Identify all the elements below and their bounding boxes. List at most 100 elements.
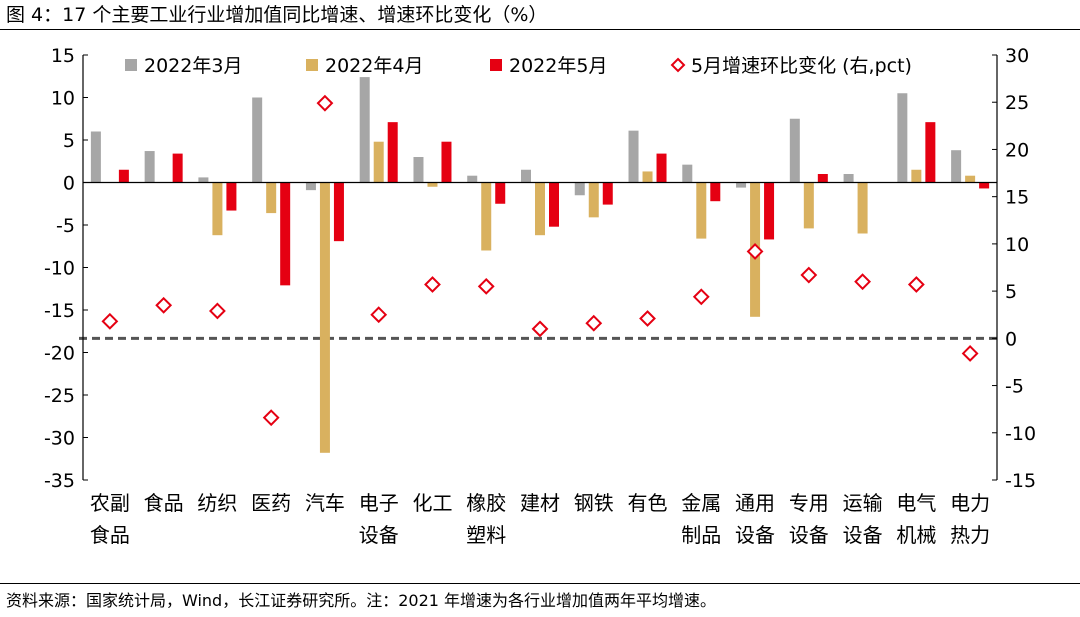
left-tick-label: -5	[56, 215, 75, 237]
category-label: 橡胶	[466, 491, 506, 515]
bars-group	[90, 77, 990, 453]
bar-2022年3月-12	[736, 182, 747, 188]
marker-6	[424, 276, 441, 293]
legend-label-3: 5月增速环比变化 (右,pct)	[691, 55, 912, 77]
source-note: 资料来源：国家统计局，Wind，长江证券研究所。注：2021 年增速为各行业增加…	[6, 591, 717, 610]
bar-2022年5月-11	[710, 182, 721, 202]
bar-2022年4月-6	[427, 182, 438, 187]
bar-2022年3月-10	[628, 130, 639, 183]
bar-2022年5月-13	[817, 174, 828, 183]
bar-2022年5月-8	[549, 182, 559, 227]
right-tick-label: 10	[1005, 234, 1029, 256]
legend-label-1: 2022年4月	[325, 55, 423, 77]
category-label: 钢铁	[574, 491, 614, 515]
bar-2022年3月-6	[413, 157, 424, 183]
category-label: 电子	[359, 491, 399, 515]
bar-2022年4月-9	[588, 182, 599, 218]
bar-2022年3月-0	[90, 131, 101, 183]
bar-2022年5月-3	[280, 182, 291, 286]
marker-15	[907, 276, 925, 293]
bar-2022年5月-16	[979, 182, 990, 189]
bar-2022年4月-11	[696, 182, 707, 239]
left-tick-label: 10	[51, 88, 75, 110]
marker-13	[800, 266, 818, 284]
figure-title: 图 4：17 个主要工业行业增加值同比增速、增速环比变化（%）	[6, 4, 548, 26]
source-divider	[0, 583, 1080, 584]
category-label: 电力	[950, 491, 990, 515]
marker-14	[854, 273, 872, 291]
bar-2022年3月-14	[843, 174, 854, 183]
legend: 2022年3月 2022年4月 2022年5月 5月增速环比变化 (右,pct)	[125, 55, 912, 77]
left-tick-label: 0	[63, 173, 75, 195]
legend-swatch-1	[306, 59, 318, 71]
marker-7	[477, 277, 495, 295]
category-label: 机械	[896, 523, 936, 547]
category-label: 设备	[359, 523, 399, 547]
category-label: 医药	[251, 491, 291, 515]
bar-2022年3月-9	[574, 182, 585, 196]
left-tick-label: -25	[44, 385, 75, 407]
right-tick-label: 15	[1005, 187, 1029, 209]
category-label: 农副	[90, 491, 130, 515]
marker-2	[208, 302, 226, 320]
category-label: 设备	[843, 523, 883, 547]
category-label: 建材	[520, 491, 560, 515]
category-label: 设备	[789, 523, 829, 547]
bar-2022年4月-8	[535, 182, 545, 236]
bar-chart: 15 10 5 0 -5 -10 -15 -20 -25 -30 -35 30 25 20 15 10 5 0 -5…	[44, 45, 1036, 547]
bar-2022年4月-13	[803, 182, 814, 229]
bar-2022年5月-15	[925, 122, 936, 183]
bar-2022年3月-2	[198, 177, 209, 183]
category-label: 电气	[896, 491, 936, 515]
bar-2022年5月-6	[441, 141, 452, 183]
legend-label-2: 2022年5月	[509, 55, 607, 77]
category-label: 食品	[144, 491, 184, 515]
bar-2022年5月-12	[764, 182, 775, 240]
right-tick-label: 30	[1005, 45, 1029, 67]
right-tick-label: -5	[1005, 376, 1024, 398]
bar-2022年4月-5	[373, 141, 384, 183]
marker-11	[692, 288, 710, 306]
category-label: 运输	[843, 491, 883, 515]
marker-5	[370, 306, 388, 324]
left-tick-label: 5	[63, 130, 75, 152]
marker-9	[585, 314, 603, 332]
category-label: 食品	[90, 523, 130, 547]
bar-2022年5月-5	[387, 122, 398, 183]
bar-2022年3月-4	[305, 182, 316, 191]
bar-2022年3月-7	[467, 175, 478, 183]
bar-2022年4月-4	[319, 182, 330, 453]
category-label: 塑料	[466, 523, 506, 547]
right-tick-label: 25	[1005, 92, 1029, 114]
marker-10	[639, 310, 656, 327]
marker-16	[961, 345, 979, 362]
marker-1	[155, 296, 173, 314]
bar-2022年4月-2	[212, 182, 223, 236]
category-label: 有色	[628, 491, 668, 515]
bar-2022年5月-1	[172, 153, 183, 183]
right-tick-label: 0	[1005, 328, 1017, 350]
bar-2022年4月-7	[481, 182, 492, 251]
bar-2022年3月-16	[951, 150, 962, 183]
bar-2022年3月-11	[682, 164, 693, 183]
category-label: 通用	[735, 491, 775, 515]
bar-2022年4月-14	[857, 182, 868, 234]
legend-swatch-0	[125, 59, 137, 71]
bar-2022年5月-4	[333, 182, 344, 242]
marker-3	[262, 409, 280, 427]
right-tick-label: 5	[1005, 281, 1017, 303]
bar-2022年4月-10	[642, 171, 653, 183]
bar-2022年5月-7	[495, 182, 506, 204]
legend-swatch-3	[670, 57, 686, 73]
axes-group: 15 10 5 0 -5 -10 -15 -20 -25 -30 -35 30 25 20 15 10 5 0 -5…	[44, 45, 1036, 492]
left-tick-label: -30	[44, 428, 75, 450]
category-label: 汽车	[305, 491, 345, 515]
category-label: 纺织	[197, 491, 237, 515]
marker-8	[531, 320, 549, 338]
marker-4	[316, 94, 334, 112]
bar-2022年3月-3	[252, 97, 263, 183]
bar-2022年4月-3	[266, 182, 277, 214]
marker-12	[746, 243, 764, 260]
left-tick-label: 15	[51, 45, 75, 67]
